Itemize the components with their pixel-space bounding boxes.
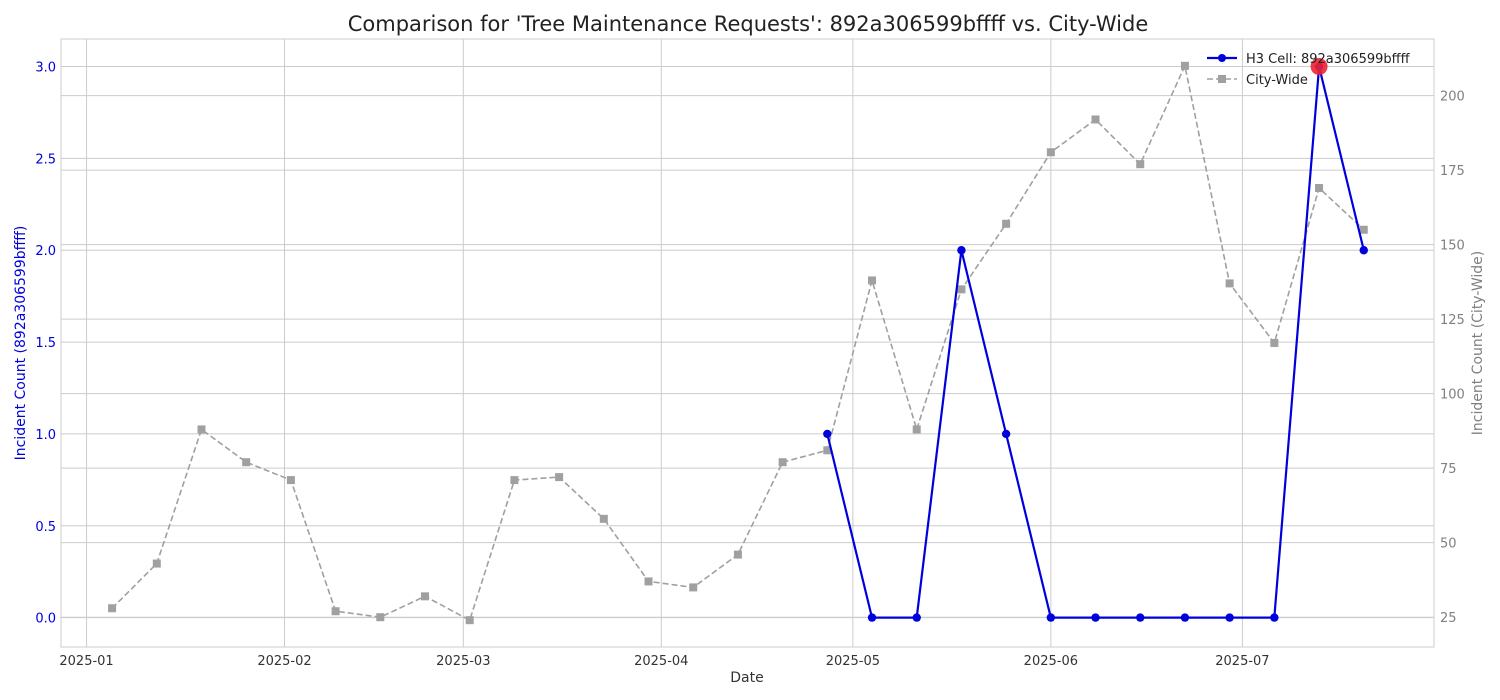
data-point: [823, 446, 832, 455]
legend-label-h3-cell: H3 Cell: 892a306599bffff: [1246, 52, 1411, 67]
data-point: [1315, 184, 1324, 193]
series-line: [111, 63, 1365, 622]
y-axis-right: 25 50 75 100 125 150 175 200: [1440, 90, 1465, 627]
data-point: [421, 592, 430, 601]
y-axis-left-label: Incident Count (892a306599bffff): [13, 226, 29, 461]
data-point: [957, 246, 966, 255]
series-h3-cell: [823, 62, 1368, 622]
legend-label-city-wide: City-Wide: [1246, 73, 1308, 88]
y-tick-label-right: 150: [1440, 239, 1465, 254]
y-tick-label-left: 3.0: [35, 61, 56, 76]
data-point: [376, 613, 385, 622]
y-tick-label-right: 100: [1440, 388, 1465, 403]
legend-entry-h3-cell: H3 Cell: 892a306599bffff: [1207, 52, 1411, 67]
y-tick-label-right: 200: [1440, 90, 1465, 105]
data-point: [108, 604, 117, 613]
data-point: [1180, 61, 1189, 70]
x-tick-label: 2025-06: [1024, 654, 1078, 669]
highlight-point: [1310, 58, 1328, 76]
y-tick-label-left: 1.0: [35, 428, 56, 443]
series-city-wide: [108, 61, 1368, 625]
grid: [61, 39, 1434, 647]
y-tick-label-right: 50: [1440, 537, 1457, 552]
data-point: [1046, 148, 1055, 157]
data-point: [1225, 279, 1234, 288]
y-tick-label-right: 75: [1440, 462, 1457, 477]
data-point: [242, 458, 251, 467]
x-tick-label: 2025-03: [436, 654, 490, 669]
data-point: [733, 550, 742, 559]
x-tick-label: 2025-01: [59, 654, 113, 669]
x-tick-label: 2025-07: [1215, 654, 1269, 669]
data-point: [1091, 115, 1100, 124]
y-tick-label-right: 175: [1440, 164, 1465, 179]
data-point: [197, 425, 206, 434]
data-point: [331, 607, 340, 616]
data-point: [823, 429, 832, 439]
x-tick-label: 2025-04: [634, 654, 688, 669]
data-point: [1225, 613, 1234, 622]
legend-entry-city-wide: City-Wide: [1207, 73, 1308, 88]
y-tick-label-left: 2.0: [35, 244, 56, 259]
y-tick-label-left: 0.5: [35, 520, 56, 535]
data-point: [1091, 613, 1100, 622]
y-tick-label-left: 2.5: [35, 152, 56, 167]
data-point: [689, 583, 698, 592]
data-point: [599, 514, 608, 523]
highlight-marker: [1310, 58, 1328, 76]
data-point: [1136, 160, 1145, 169]
y-axis-left: 0.0 0.5 1.0 1.5 2.0 2.5 3.0: [35, 61, 56, 627]
x-axis-label: Date: [730, 670, 763, 686]
y-tick-label-left: 1.5: [35, 336, 56, 351]
data-point: [778, 458, 787, 467]
data-point: [1180, 613, 1190, 622]
data-point: [868, 276, 877, 285]
data-point: [1046, 613, 1056, 622]
data-point: [286, 476, 295, 485]
data-point: [644, 577, 653, 586]
data-point: [1136, 613, 1145, 622]
data-point: [465, 616, 474, 625]
data-point: [912, 613, 921, 622]
data-point: [1270, 613, 1279, 622]
y-tick-label-left: 0.0: [35, 612, 56, 627]
y-tick-label-right: 25: [1440, 611, 1457, 626]
x-axis: 2025-01 2025-02 2025-03 2025-04 2025-05 2025-…: [59, 654, 1269, 669]
legend: H3 Cell: 892a306599bffff City-Wide: [1207, 52, 1411, 88]
plot-frame: [60, 38, 1435, 648]
data-point: [555, 473, 564, 482]
chart-title: Comparison for 'Tree Maintenance Request…: [348, 12, 1149, 36]
data-point: [1270, 339, 1279, 347]
x-tick-label: 2025-05: [826, 654, 880, 669]
data-point: [1001, 429, 1011, 439]
data-point: [867, 613, 877, 622]
data-point: [912, 425, 921, 434]
data-point: [1359, 225, 1368, 234]
data-point: [510, 476, 519, 485]
data-point: [1002, 219, 1011, 228]
y-tick-label-right: 125: [1440, 313, 1465, 328]
y-axis-right-label: Incident Count (City-Wide): [1470, 251, 1486, 435]
data-point: [152, 559, 161, 568]
data-point: [957, 285, 966, 294]
data-point: [1359, 246, 1368, 255]
x-tick-label: 2025-02: [257, 654, 311, 669]
